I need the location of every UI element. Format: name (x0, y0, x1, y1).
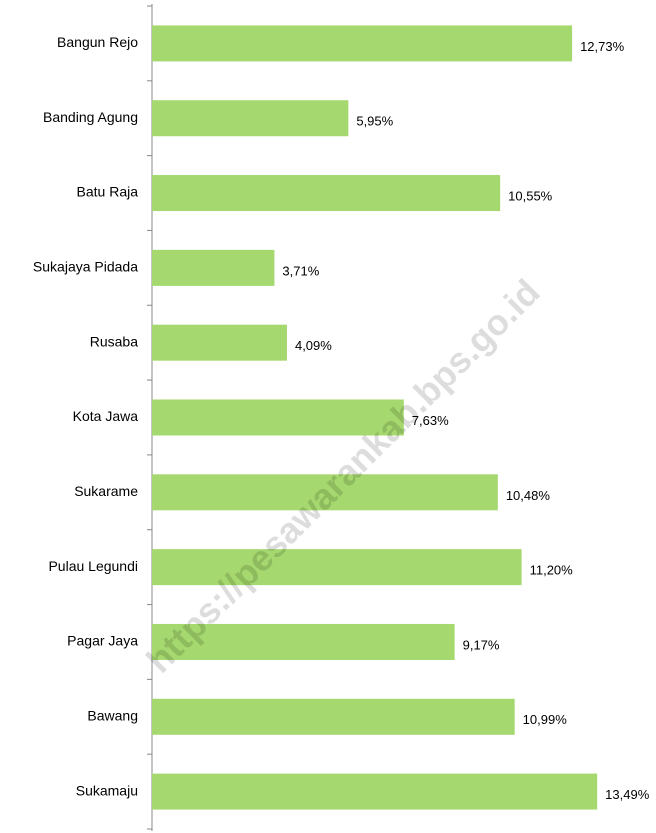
category-label: Kota Jawa (73, 408, 139, 424)
bar (152, 773, 598, 810)
value-label: 10,55% (508, 188, 553, 203)
bar (152, 549, 522, 586)
value-label: 13,49% (605, 787, 650, 802)
category-label: Bawang (87, 707, 138, 723)
value-label: 3,71% (282, 263, 319, 278)
category-label: Banding Agung (43, 109, 138, 125)
bar (152, 698, 515, 735)
category-label: Sukamaju (76, 782, 138, 798)
value-label: 5,95% (356, 114, 393, 129)
value-label: 7,63% (412, 413, 449, 428)
bar (152, 100, 349, 137)
category-label: Rusaba (90, 333, 138, 349)
category-label: Bangun Rejo (57, 34, 138, 50)
bar (152, 474, 498, 511)
bar (152, 623, 455, 660)
category-label: Sukajaya Pidada (33, 259, 138, 275)
value-label: 10,99% (523, 712, 568, 727)
category-label: Batu Raja (77, 184, 139, 200)
bar (152, 249, 275, 286)
value-label: 11,20% (530, 563, 574, 578)
bar (152, 175, 501, 212)
value-label: 9,17% (463, 637, 500, 652)
category-label: Pagar Jaya (67, 633, 138, 649)
bar (152, 399, 404, 436)
value-label: 4,09% (295, 338, 332, 353)
category-label: Sukarame (74, 483, 138, 499)
category-label: Pulau Legundi (48, 558, 138, 574)
value-label: 10,48% (506, 488, 551, 503)
bar (152, 324, 287, 361)
bar (152, 25, 573, 62)
value-label: 12,73% (580, 39, 625, 54)
